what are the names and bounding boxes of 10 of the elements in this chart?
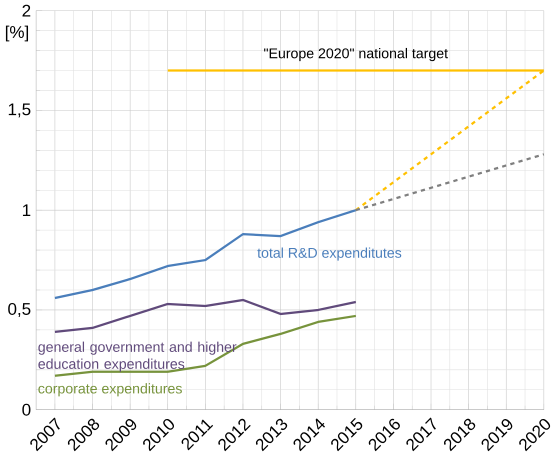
series-label: corporate expenditures xyxy=(38,383,182,397)
series-label: total R&D expenditutes xyxy=(257,248,402,261)
series-label: general government and higher education expenditures xyxy=(38,342,236,372)
y-tick-label: 0,5 xyxy=(8,303,30,318)
y-axis-title: [%] xyxy=(6,26,28,42)
series-label: "Europe 2020" national target xyxy=(264,48,448,62)
y-tick-label: 1,5 xyxy=(8,104,30,118)
y-tick-label: 0 xyxy=(22,404,30,416)
y-tick-label: 1 xyxy=(22,204,30,216)
y-tick-label: 2 xyxy=(22,4,30,17)
